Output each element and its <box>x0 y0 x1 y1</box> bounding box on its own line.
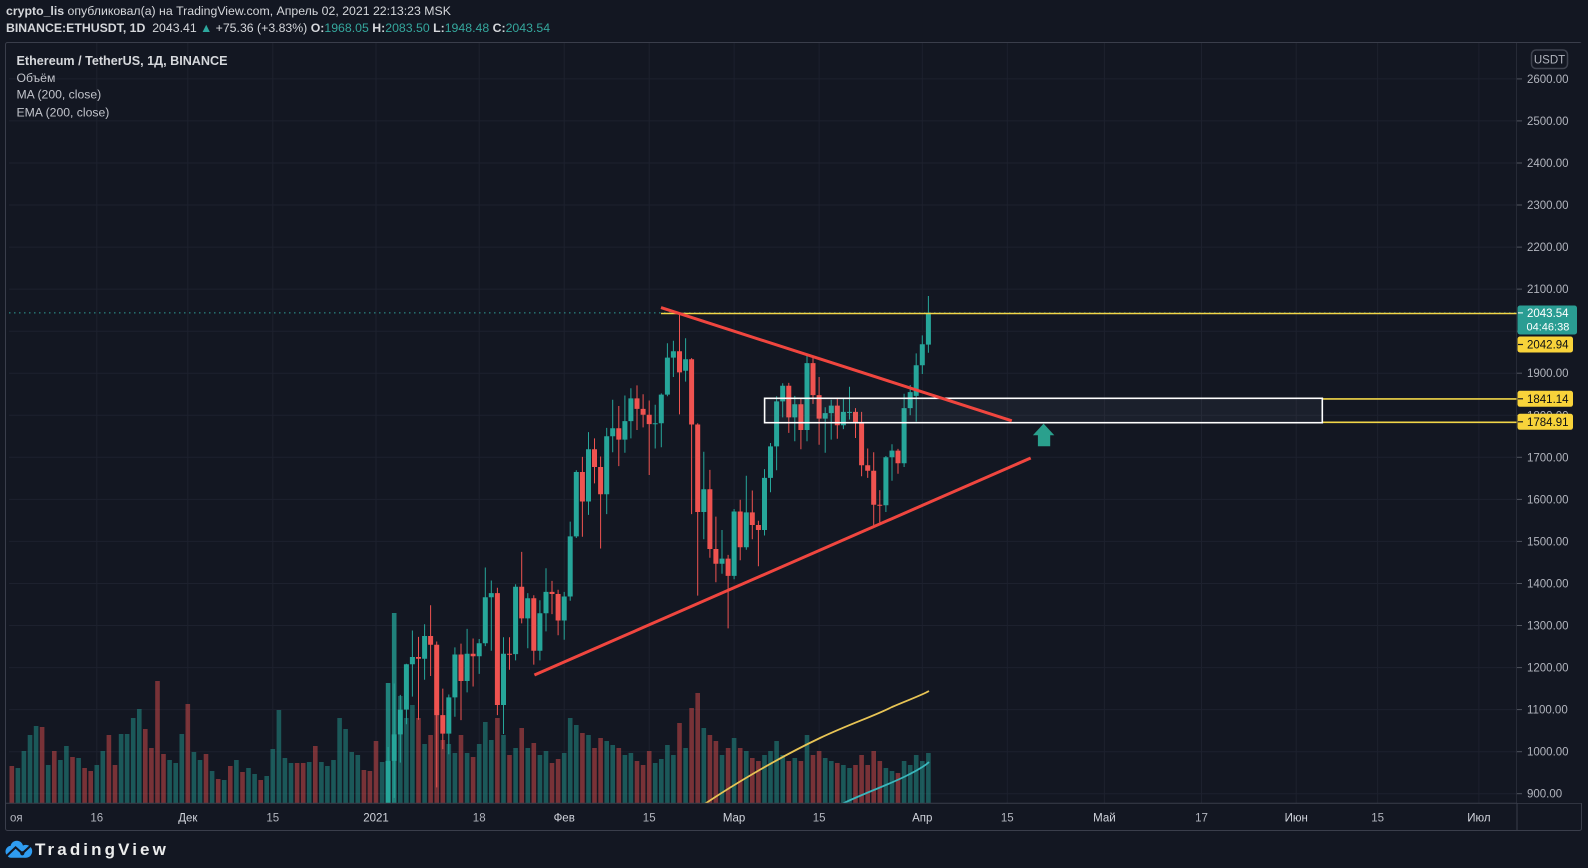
svg-text:18: 18 <box>473 813 486 825</box>
svg-text:оя: оя <box>10 813 23 825</box>
svg-text:1200.00: 1200.00 <box>1527 663 1569 675</box>
svg-text:1700.00: 1700.00 <box>1527 452 1569 464</box>
svg-text:15: 15 <box>813 813 826 825</box>
svg-text:Июл: Июл <box>1467 813 1490 825</box>
svg-text:15: 15 <box>643 813 656 825</box>
svg-text:2400.00: 2400.00 <box>1527 158 1569 170</box>
svg-text:1900.00: 1900.00 <box>1527 368 1569 380</box>
svg-text:2600.00: 2600.00 <box>1527 74 1569 86</box>
svg-text:2100.00: 2100.00 <box>1527 284 1569 296</box>
svg-text:Май: Май <box>1093 813 1116 825</box>
svg-text:2200.00: 2200.00 <box>1527 242 1569 254</box>
svg-text:MA (200, close): MA (200, close) <box>17 88 102 102</box>
svg-text:1600.00: 1600.00 <box>1527 494 1569 506</box>
svg-text:15: 15 <box>266 813 279 825</box>
svg-text:2021: 2021 <box>363 813 389 825</box>
svg-text:1300.00: 1300.00 <box>1527 621 1569 633</box>
svg-text:Мар: Мар <box>723 813 746 825</box>
svg-text:Июн: Июн <box>1285 813 1308 825</box>
svg-text:1100.00: 1100.00 <box>1527 705 1568 717</box>
svg-text:Ethereum / TetherUS, 1Д, BINAN: Ethereum / TetherUS, 1Д, BINANCE <box>17 54 228 68</box>
svg-text:2042.94: 2042.94 <box>1527 340 1569 352</box>
svg-text:1400.00: 1400.00 <box>1527 579 1569 591</box>
svg-text:2043.54: 2043.54 <box>1527 308 1569 320</box>
svg-text:TradingView: TradingView <box>35 840 169 859</box>
svg-text:900.00: 900.00 <box>1527 789 1562 801</box>
svg-text:1841.14: 1841.14 <box>1527 394 1569 406</box>
svg-text:2300.00: 2300.00 <box>1527 200 1569 212</box>
svg-text:16: 16 <box>90 813 103 825</box>
svg-text:Апр: Апр <box>912 813 932 825</box>
svg-text:15: 15 <box>1371 813 1384 825</box>
svg-text:1784.91: 1784.91 <box>1527 417 1569 429</box>
svg-text:Объём: Объём <box>17 71 56 85</box>
svg-text:USDT: USDT <box>1534 55 1565 67</box>
svg-text:15: 15 <box>1001 813 1014 825</box>
svg-text:2500.00: 2500.00 <box>1527 116 1569 128</box>
svg-text:04:46:38: 04:46:38 <box>1527 322 1570 334</box>
svg-text:17: 17 <box>1195 813 1208 825</box>
svg-text:1000.00: 1000.00 <box>1527 747 1569 759</box>
svg-text:Дек: Дек <box>178 813 198 825</box>
svg-text:1500.00: 1500.00 <box>1527 536 1569 548</box>
svg-text:Фев: Фев <box>554 813 575 825</box>
svg-text:EMA (200, close): EMA (200, close) <box>17 106 110 120</box>
